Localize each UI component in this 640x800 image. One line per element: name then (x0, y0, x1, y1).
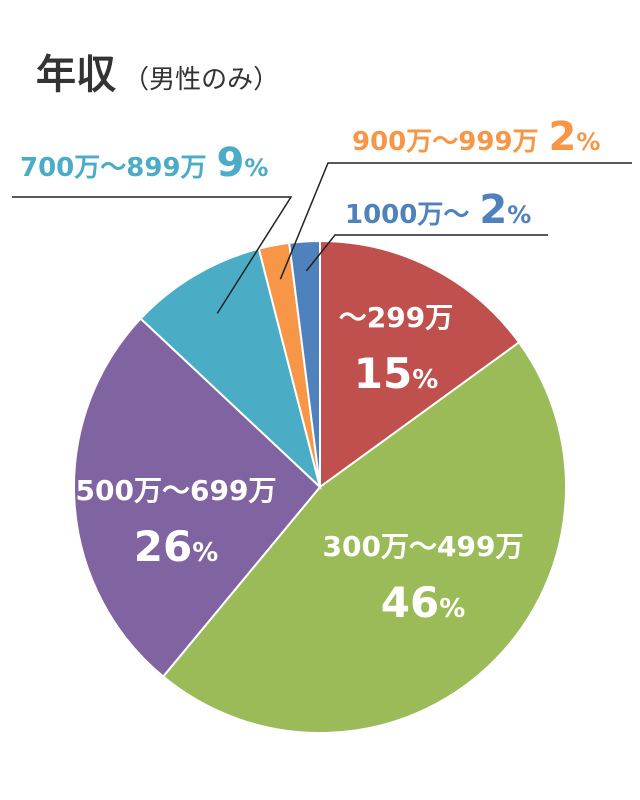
pie-slice-2 (73, 317, 322, 678)
slice-label-4: 900万～999万 2% (352, 114, 600, 160)
slice-label-name-0: ～299万 (339, 301, 453, 334)
slice-label-3: 700万～899万 9% (20, 140, 268, 186)
leader-lines (12, 162, 632, 314)
chart-subtitle: （男性のみ） (123, 65, 279, 95)
slice-labels: ～299万 15% 300万～499万 46% 500万～699万 26% 700万～899… (20, 114, 600, 627)
leader-line-4 (279, 162, 632, 280)
slice-label-value-0: 15% (354, 349, 439, 398)
chart-title-main: 年収 (36, 52, 116, 98)
chart-title: 年収 （男性のみ） (36, 52, 279, 98)
pie-slice-3 (139, 247, 322, 491)
leader-line-5 (305, 234, 548, 272)
pie-slices (73, 239, 568, 735)
pie-slice-5 (288, 239, 321, 488)
slice-label-5: 1000万～ 2% (345, 187, 531, 233)
slice-label-value-2: 26% (134, 522, 219, 571)
slice-label-name-1: 300万～499万 (323, 530, 524, 563)
leader-line-3 (12, 196, 293, 314)
pie-slice-1 (161, 341, 568, 735)
pie-slice-0 (319, 239, 521, 489)
slice-label-value-1: 46% (381, 578, 466, 627)
slice-label-name-2: 500万～699万 (76, 474, 277, 507)
